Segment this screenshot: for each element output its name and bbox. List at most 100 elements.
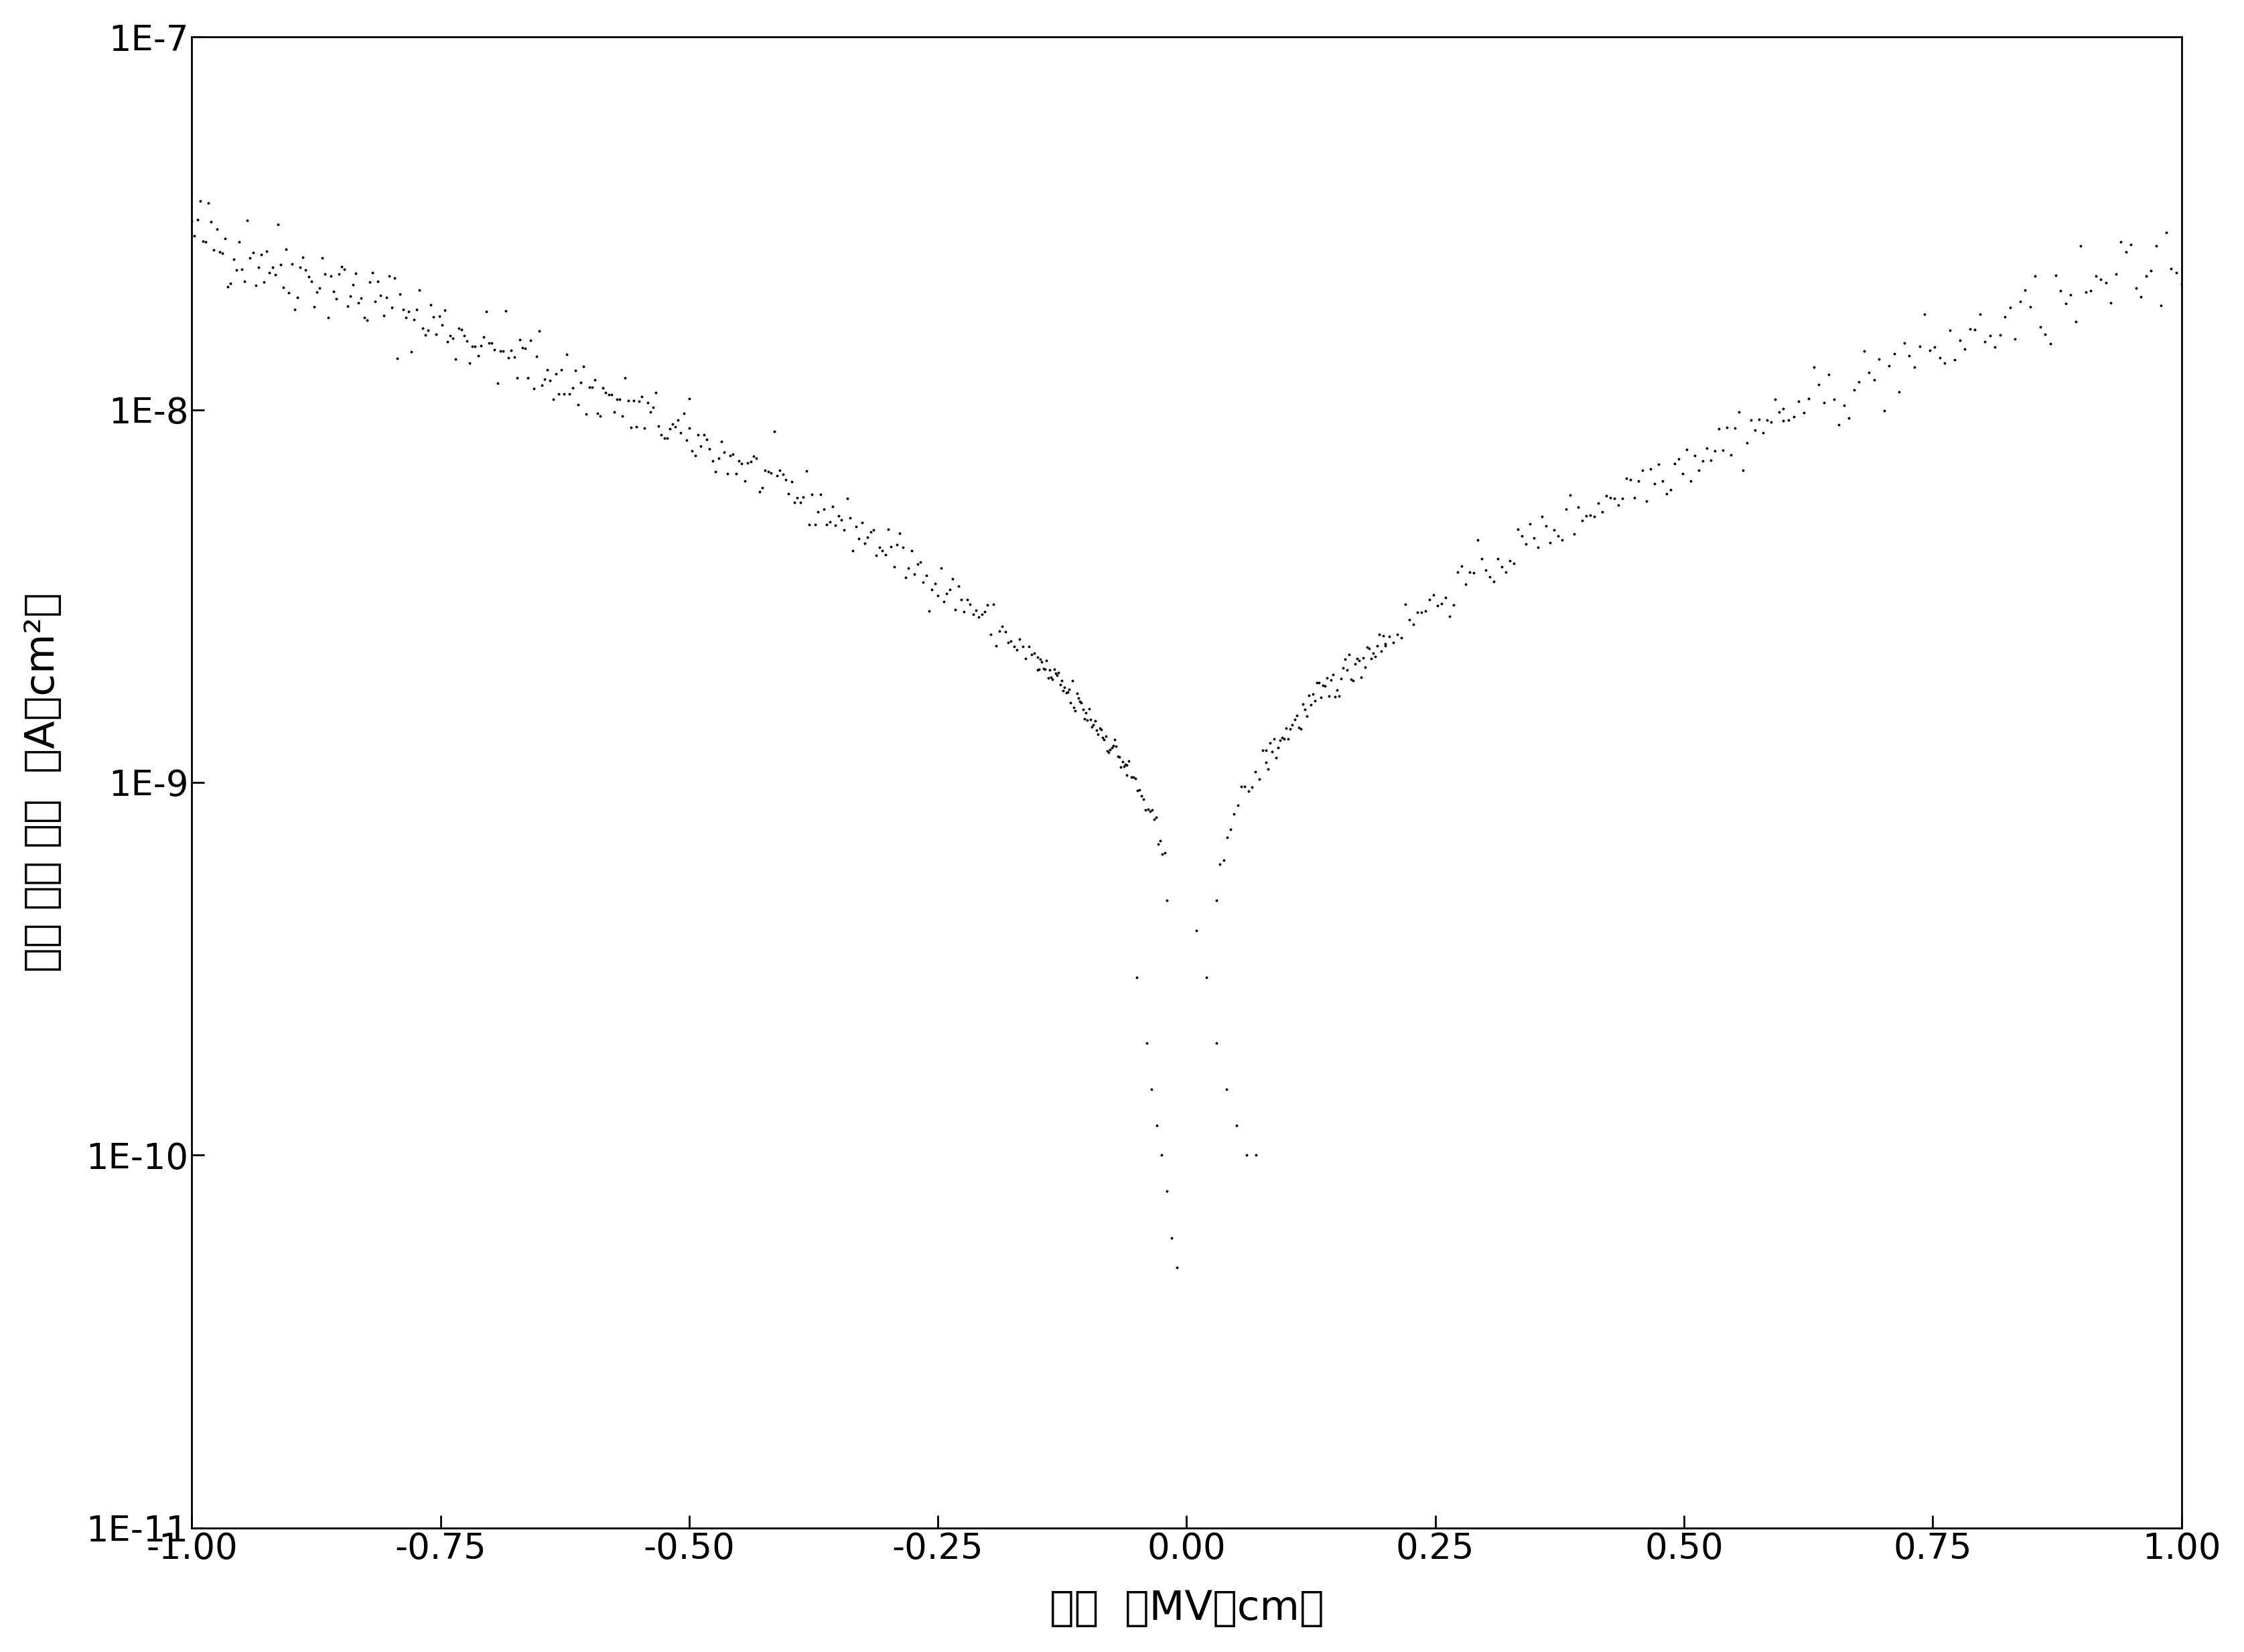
Point [1553, 482, 1589, 509]
Point [433, 322, 469, 349]
Point [1257, 725, 1293, 752]
Point [835, 537, 871, 563]
Point [1041, 659, 1077, 686]
Point [1212, 816, 1248, 843]
Point [1019, 644, 1055, 671]
Point [909, 562, 945, 588]
Point [1613, 468, 1649, 494]
Point [1124, 783, 1160, 809]
Point [1335, 667, 1371, 694]
Point [967, 598, 1003, 624]
Point [1492, 548, 1528, 575]
Point [1118, 765, 1153, 791]
Point [1941, 327, 1977, 354]
Point [280, 284, 316, 311]
Point [1086, 727, 1122, 753]
Point [283, 254, 319, 281]
Point [332, 282, 368, 309]
Point [1023, 649, 1059, 676]
Point [785, 484, 821, 510]
Point [799, 499, 835, 525]
Point [700, 444, 736, 471]
Point [1762, 398, 1797, 425]
Point [451, 350, 487, 377]
Point [1252, 730, 1288, 757]
Point [1649, 481, 1685, 507]
Point [247, 269, 283, 296]
Point [1512, 510, 1548, 537]
Point [1140, 831, 1176, 857]
Point [1144, 841, 1180, 867]
Point [195, 236, 231, 263]
Point [2002, 289, 2038, 316]
Point [660, 406, 696, 433]
Point [1598, 486, 1634, 512]
Point [1297, 687, 1333, 714]
Point [1367, 631, 1402, 657]
Point [1290, 682, 1326, 709]
Point [1609, 466, 1645, 492]
Point [1084, 725, 1120, 752]
Point [902, 548, 938, 575]
Point [657, 413, 693, 439]
Point [1961, 301, 1997, 327]
Point [298, 279, 334, 306]
Point [601, 387, 637, 413]
Point [1928, 350, 1964, 377]
Point [574, 373, 610, 400]
Point [352, 269, 388, 296]
Point [873, 534, 909, 560]
Point [1674, 468, 1710, 494]
Point [754, 459, 790, 486]
Point [1578, 504, 1613, 530]
Point [1981, 322, 2017, 349]
Point [792, 510, 828, 537]
Point [1730, 430, 1766, 456]
Point [1149, 887, 1185, 914]
Point [1831, 405, 1867, 431]
Point [1560, 494, 1595, 520]
Point [680, 421, 716, 448]
Point [972, 621, 1008, 648]
Point [655, 411, 691, 438]
Point [893, 537, 929, 563]
Point [301, 274, 337, 301]
Point [202, 238, 238, 264]
Point [375, 294, 411, 320]
Point [1676, 443, 1712, 469]
Point [1661, 446, 1696, 472]
Point [745, 474, 781, 501]
Point [1503, 522, 1539, 548]
Point [631, 390, 666, 416]
Point [1771, 406, 1806, 433]
Point [406, 322, 442, 349]
Point [458, 334, 494, 360]
Point [1860, 345, 1896, 372]
Point [981, 618, 1017, 644]
Point [673, 438, 709, 464]
Point [1048, 679, 1084, 705]
Point [2143, 292, 2179, 319]
Point [530, 357, 565, 383]
Point [729, 449, 765, 476]
Point [698, 459, 734, 486]
Point [2107, 238, 2143, 264]
Point [1250, 757, 1286, 783]
Point [1573, 502, 1609, 529]
Point [572, 373, 608, 400]
Point [1120, 776, 1156, 803]
Point [1634, 456, 1670, 482]
Point [1028, 656, 1064, 682]
Point [1061, 687, 1097, 714]
Point [440, 316, 476, 342]
Point [1102, 753, 1138, 780]
Point [1656, 451, 1692, 477]
Point [460, 342, 496, 368]
Point [1921, 345, 1957, 372]
Point [1122, 776, 1158, 803]
Point [476, 337, 512, 363]
Point [1367, 633, 1402, 659]
Point [990, 629, 1026, 656]
Point [1892, 342, 1928, 368]
Point [534, 387, 570, 413]
